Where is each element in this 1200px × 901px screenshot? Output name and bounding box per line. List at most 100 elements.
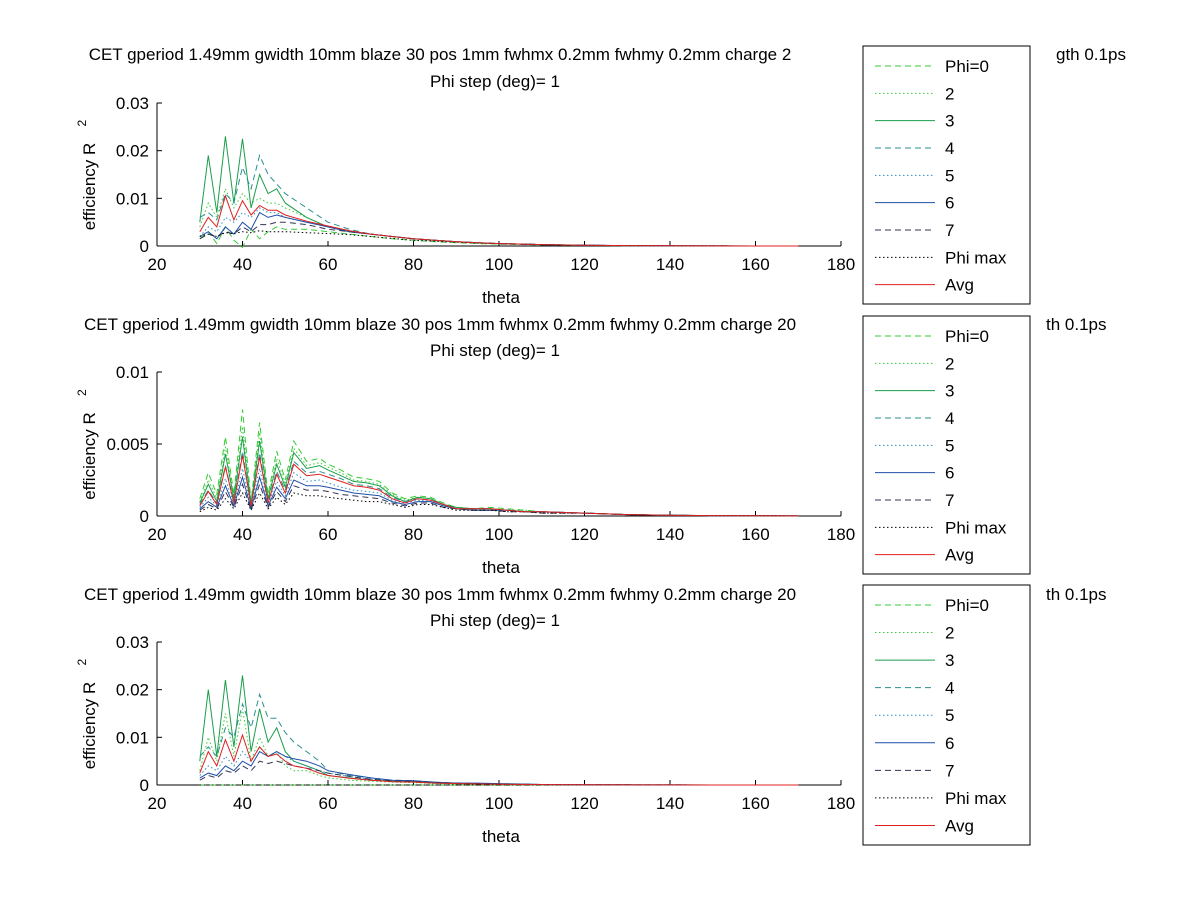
legend-entry-label: 4 — [945, 139, 954, 158]
legend-entry-label: 7 — [945, 491, 954, 510]
series-line-6 — [199, 475, 799, 517]
legend-entry-label: 2 — [945, 354, 954, 373]
series-line-5 — [199, 468, 799, 517]
x-tick-label: 160 — [741, 525, 769, 544]
y-tick-label: 0.01 — [116, 363, 149, 382]
x-tick-label: 80 — [404, 525, 423, 544]
plot-area — [199, 675, 799, 786]
y-axis-label: efficiency R — [80, 412, 99, 500]
x-tick-label: 20 — [148, 255, 167, 274]
legend-entry-label: 3 — [945, 382, 954, 401]
plot-area — [199, 409, 799, 517]
legend-entry-label: 5 — [945, 166, 954, 185]
subplot-1: CET gperiod 1.49mm gwidth 10mm blaze 30 … — [75, 45, 1126, 307]
legend-entry-label: Phi=0 — [945, 327, 989, 346]
y-axis-label-superscript: 2 — [75, 659, 89, 666]
y-tick-label: 0.005 — [106, 435, 149, 454]
y-tick-label: 0.03 — [116, 633, 149, 652]
chart-subtitle: Phi step (deg)= 1 — [430, 341, 560, 360]
legend-entry-label: 4 — [945, 409, 954, 428]
x-tick-label: 140 — [656, 525, 684, 544]
series-line-5 — [199, 207, 799, 247]
series-line-1 — [199, 409, 799, 517]
chart-subtitle: Phi step (deg)= 1 — [430, 72, 560, 91]
y-axis-label-group: efficiency R 2 — [75, 389, 99, 500]
y-tick-label: 0.03 — [116, 94, 149, 113]
x-tick-label: 100 — [485, 255, 513, 274]
x-tick-label: 140 — [656, 255, 684, 274]
legend-entry-label: 2 — [945, 624, 954, 643]
x-tick-label: 40 — [233, 525, 252, 544]
chart-title: CET gperiod 1.49mm gwidth 10mm blaze 30 … — [84, 585, 796, 604]
legend-entry-label: 7 — [945, 221, 954, 240]
y-tick-label: 0.02 — [116, 681, 149, 700]
series-line-3 — [199, 675, 799, 786]
legend-entry-label: Phi=0 — [945, 57, 989, 76]
series-line-9 — [199, 455, 799, 517]
subplot-3: CET gperiod 1.49mm gwidth 10mm blaze 30 … — [75, 584, 1107, 846]
series-line-6 — [199, 211, 799, 247]
series-line-2 — [199, 187, 799, 247]
legend: Phi=0 2 3 4 5 6 7 Phi max Avg — [862, 315, 1031, 575]
x-axis-label: theta — [482, 558, 520, 577]
legend-entry-label: 4 — [945, 679, 954, 698]
x-axis-label: theta — [482, 827, 520, 846]
y-tick-label: 0.01 — [116, 728, 149, 747]
y-axis-label-group: efficiency R 2 — [75, 120, 99, 231]
x-tick-label: 80 — [404, 794, 423, 813]
x-tick-label: 120 — [570, 255, 598, 274]
x-tick-label: 60 — [319, 525, 338, 544]
chart-subtitle: Phi step (deg)= 1 — [430, 611, 560, 630]
series-line-2 — [199, 708, 799, 786]
series-line-3 — [199, 136, 799, 247]
legend-entry-label: 7 — [945, 761, 954, 780]
y-tick-label: 0 — [140, 507, 149, 526]
x-axis-label: theta — [482, 288, 520, 307]
x-tick-label: 60 — [319, 255, 338, 274]
x-tick-label: 120 — [570, 794, 598, 813]
series-line-5 — [199, 746, 799, 786]
series-line-4 — [199, 692, 799, 786]
y-axis-label-group: efficiency R 2 — [75, 659, 99, 770]
y-axis-label: efficiency R — [80, 682, 99, 770]
x-tick-label: 180 — [827, 255, 855, 274]
legend-box — [862, 584, 1031, 846]
chart-title-tail: th 0.1ps — [1046, 585, 1107, 604]
y-tick-label: 0 — [140, 237, 149, 256]
x-tick-label: 60 — [319, 794, 338, 813]
x-tick-label: 140 — [656, 794, 684, 813]
series-line-7 — [199, 482, 799, 517]
series-line-9 — [199, 194, 799, 247]
legend-entry-label: 5 — [945, 706, 954, 725]
legend-entry-label: Phi max — [945, 248, 1007, 267]
x-tick-label: 100 — [485, 525, 513, 544]
legend-entry-label: Phi max — [945, 789, 1007, 808]
y-tick-label: 0.01 — [116, 189, 149, 208]
x-tick-label: 180 — [827, 525, 855, 544]
subplot-2: CET gperiod 1.49mm gwidth 10mm blaze 30 … — [75, 315, 1107, 577]
legend-entry-label: Avg — [945, 816, 974, 835]
x-tick-label: 20 — [148, 525, 167, 544]
x-tick-label: 160 — [741, 794, 769, 813]
chart-title-tail: th 0.1ps — [1046, 315, 1107, 334]
chart-title-tail: gth 0.1ps — [1056, 45, 1126, 64]
x-tick-label: 160 — [741, 255, 769, 274]
plot-area — [199, 136, 799, 249]
chart-title: CET gperiod 1.49mm gwidth 10mm blaze 30 … — [89, 45, 792, 64]
series-line-2 — [199, 426, 799, 517]
x-tick-label: 120 — [570, 525, 598, 544]
y-axis-label-superscript: 2 — [75, 389, 89, 396]
legend-entry-label: 2 — [945, 84, 954, 103]
series-line-8 — [199, 491, 799, 517]
legend-entry-label: Phi max — [945, 518, 1007, 537]
legend-box — [862, 315, 1031, 575]
legend: Phi=0 2 3 4 5 6 7 Phi max Avg — [862, 45, 1031, 305]
series-line-9 — [199, 733, 799, 786]
chart-title: CET gperiod 1.49mm gwidth 10mm blaze 30 … — [84, 315, 796, 334]
x-tick-label: 100 — [485, 794, 513, 813]
y-tick-label: 0.02 — [116, 142, 149, 161]
legend-box — [862, 45, 1031, 305]
y-axis-label-superscript: 2 — [75, 120, 89, 127]
x-tick-label: 20 — [148, 794, 167, 813]
